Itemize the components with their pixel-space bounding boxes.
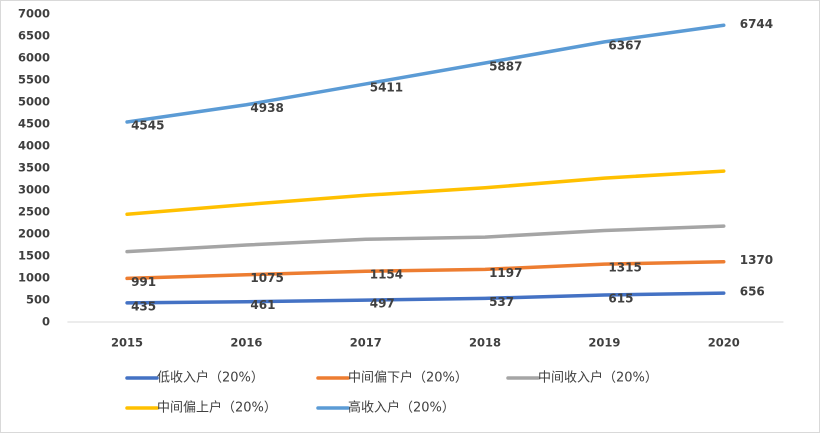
- legend-label: 中间偏下户（20%）: [348, 370, 468, 386]
- y-tick-label: 7000: [18, 7, 50, 21]
- data-label: 6367: [608, 38, 641, 52]
- y-tick-label: 4500: [18, 117, 50, 131]
- x-tick-label: 2019: [588, 336, 620, 350]
- x-tick-label: 2015: [111, 336, 143, 350]
- data-label: 1075: [250, 271, 283, 285]
- data-label: 5411: [370, 80, 403, 94]
- x-tick-label: 2018: [469, 336, 501, 350]
- series-line: [125, 259, 726, 281]
- y-tick-label: 6500: [18, 29, 50, 43]
- legend-label: 中间收入户（20%）: [538, 370, 658, 386]
- data-label: 4545: [131, 119, 164, 133]
- series-line: [125, 291, 726, 305]
- legend-label: 低收入户（20%）: [157, 370, 264, 386]
- series-line: [125, 23, 726, 124]
- data-label: 615: [608, 291, 633, 305]
- series-line: [125, 224, 726, 254]
- series-line: [125, 169, 726, 216]
- data-label: 5887: [489, 59, 522, 73]
- y-tick-label: 1000: [18, 271, 50, 285]
- x-tick-label: 2020: [708, 336, 740, 350]
- y-tick-label: 6000: [18, 51, 50, 65]
- data-label: 6744: [740, 17, 773, 31]
- data-label: 1197: [489, 266, 522, 280]
- y-tick-label: 3000: [18, 183, 50, 197]
- data-label: 435: [131, 299, 156, 313]
- y-tick-label: 5500: [18, 73, 50, 87]
- data-label: 4938: [250, 101, 283, 115]
- x-tick-label: 2017: [350, 336, 382, 350]
- legend-label: 高收入户（20%）: [348, 400, 455, 416]
- data-label: 461: [250, 298, 275, 312]
- y-tick-label: 3500: [18, 161, 50, 175]
- y-tick-label: 5000: [18, 95, 50, 109]
- data-label: 1154: [370, 268, 403, 282]
- y-tick-label: 500: [26, 293, 50, 307]
- y-tick-label: 2000: [18, 227, 50, 241]
- data-label: 537: [489, 295, 514, 309]
- data-label: 991: [131, 275, 156, 289]
- y-tick-label: 2500: [18, 205, 50, 219]
- y-tick-label: 0: [42, 315, 50, 329]
- y-tick-label: 1500: [18, 249, 50, 263]
- data-label: 1315: [608, 261, 641, 275]
- data-label: 497: [370, 297, 395, 311]
- x-tick-label: 2016: [230, 336, 262, 350]
- y-tick-label: 4000: [18, 139, 50, 153]
- legend-label: 中间偏上户（20%）: [157, 400, 277, 416]
- data-label: 656: [740, 285, 765, 299]
- data-label: 1370: [740, 253, 773, 267]
